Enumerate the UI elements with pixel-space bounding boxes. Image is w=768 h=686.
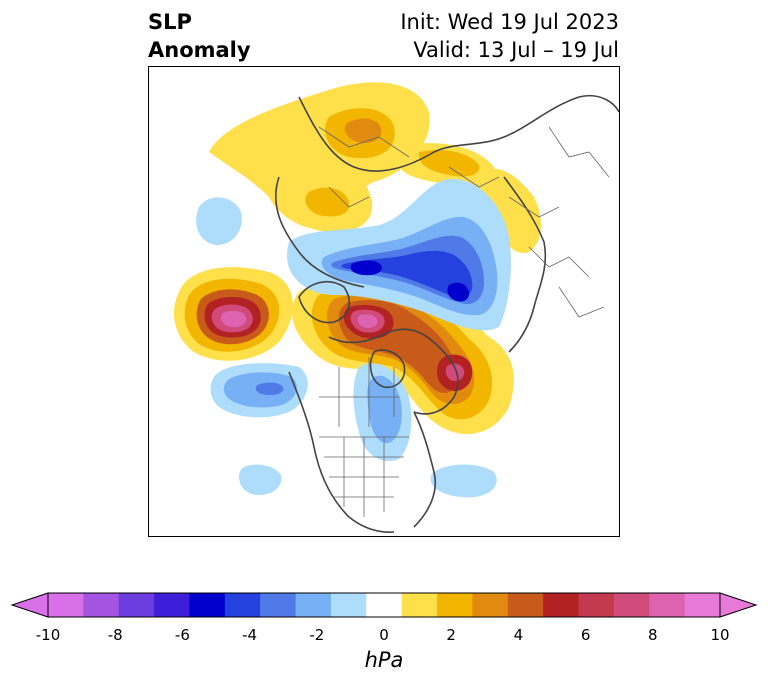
coast-hudson (369, 349, 406, 389)
anomaly-low-arctic-core1 (350, 260, 382, 276)
colorbar-bin (189, 593, 226, 617)
init-date: Init: Wed 19 Jul 2023 (400, 10, 619, 34)
colorbar-bin (224, 593, 261, 617)
coastlines (275, 94, 619, 533)
border-lines-1 (318, 126, 560, 218)
anomaly-high-siberia-inner (418, 150, 480, 177)
coast-siberia (503, 176, 547, 353)
colorbar-extend-low (10, 592, 49, 618)
colorbar-bin (366, 593, 403, 617)
colorbar-bin (118, 593, 155, 617)
anomaly-map (174, 82, 619, 533)
colorbar-bin (472, 593, 509, 617)
variable-title: SLP Anomaly (148, 8, 251, 64)
colorbar (10, 592, 758, 618)
colorbar-tick-labels: -10 -8 -6 -4 -2 0 2 4 6 8 10 (0, 626, 768, 646)
colorbar-bin (330, 593, 367, 617)
coast-europe (275, 176, 365, 288)
coast-greenland (298, 281, 350, 324)
colorbar-outline (47, 592, 721, 618)
border-lines-us (319, 436, 409, 517)
colorbar-bin (295, 593, 332, 617)
variable-title-line1: SLP (148, 10, 192, 34)
anomaly-low-arctic-core2 (447, 282, 470, 302)
colorbar-tick-label: -6 (174, 626, 190, 644)
colorbar-bin (437, 593, 473, 617)
colorbar-tick-label: 4 (513, 626, 524, 644)
map-panel (148, 66, 620, 537)
colorbar-tick-label: -10 (35, 626, 61, 644)
colorbar-bin (578, 593, 615, 617)
date-title: Init: Wed 19 Jul 2023 Valid: 13 Jul – 19… (400, 8, 619, 64)
colorbar-bin (401, 593, 438, 617)
colorbar-tick-label: 10 (710, 626, 730, 644)
colorbar-tick-label: 2 (446, 626, 456, 644)
colorbar-tick-label: 8 (648, 626, 658, 644)
colorbar-bin (260, 593, 297, 617)
anomaly-high-eastasia (480, 168, 541, 253)
colorbar-extend-high (719, 592, 758, 618)
colorbar-bin (507, 593, 544, 617)
colorbar-unit: hPa (364, 648, 404, 672)
border-lines-2 (528, 126, 610, 318)
colorbar-tick-label: 6 (580, 626, 591, 644)
anomaly-low-atlantic (196, 197, 242, 245)
coast-namerica-west (288, 371, 395, 533)
anomaly-low-namerica-2 (367, 375, 402, 444)
colorbar-tick-label: -2 (309, 626, 325, 644)
colorbar-bins (48, 593, 721, 617)
anomaly-high-europe-inner (305, 187, 350, 217)
coast-eurasia (298, 94, 619, 172)
negative-anomaly-contours (196, 178, 511, 498)
anomaly-low-atlantic-south (430, 464, 497, 498)
variable-title-line2: Anomaly (148, 38, 251, 62)
coast-namerica-east (413, 411, 437, 528)
coast-canada (328, 328, 459, 415)
country-borders (318, 126, 610, 517)
anomaly-high-pacific-core (220, 310, 247, 328)
anomaly-low-pacific-3 (255, 382, 284, 395)
border-lines-canada (319, 357, 399, 427)
anomaly-high-labrador-5 (445, 363, 465, 382)
colorbar-tick-label: 0 (379, 626, 389, 644)
colorbar-bin (48, 593, 84, 617)
anomaly-high-arctic-core (357, 314, 378, 328)
colorbar-tick-label: -8 (107, 626, 123, 644)
colorbar-bin (684, 593, 721, 617)
valid-range: Valid: 13 Jul – 19 Jul (413, 38, 619, 62)
colorbar-bin (83, 593, 120, 617)
anomaly-low-pacific-south (239, 464, 282, 495)
colorbar-bin (613, 593, 650, 617)
colorbar-bin (649, 593, 686, 617)
anomaly-high-scandinavia-core (344, 118, 382, 144)
colorbar-tick-label: -4 (242, 626, 258, 644)
colorbar-bin (543, 593, 580, 617)
colorbar-bin (154, 593, 190, 617)
